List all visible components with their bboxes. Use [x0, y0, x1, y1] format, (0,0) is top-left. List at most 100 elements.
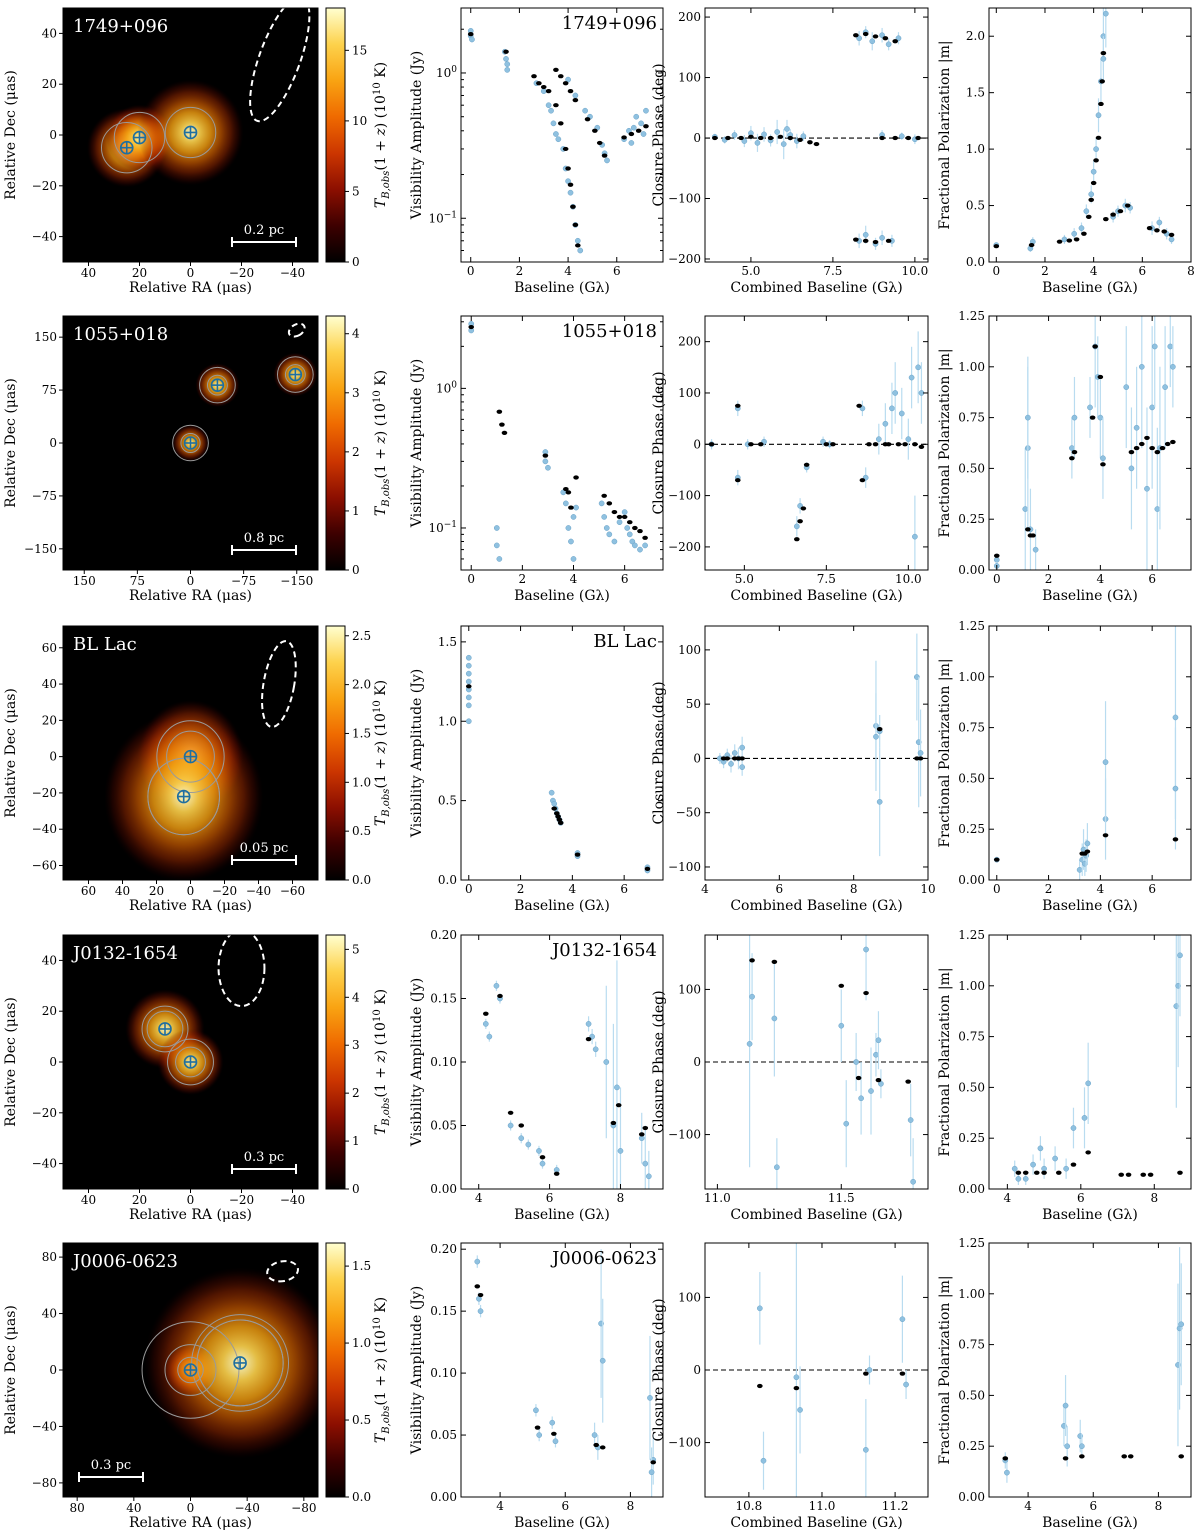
x-tick-label: 40 [126, 1501, 141, 1515]
observed-point [1090, 168, 1097, 175]
observed-point [1071, 414, 1078, 421]
observed-point [1144, 485, 1150, 492]
observed-point [604, 157, 610, 164]
colorbar-tick-label: 0 [352, 1182, 360, 1196]
model-point [993, 553, 1000, 558]
model-point [1030, 533, 1036, 538]
model-point [1125, 1172, 1132, 1177]
model-point [876, 727, 883, 732]
cp-plot-area [705, 331, 928, 570]
observed-point [496, 556, 503, 562]
x-tick-label: 4 [496, 1499, 504, 1513]
model-point [554, 811, 560, 816]
y-axis-label: Relative Dec (μas) [3, 378, 19, 508]
model-point [895, 442, 902, 447]
x-axis-label: Combined Baseline (Gλ) [730, 1207, 902, 1223]
observed-point [486, 1033, 493, 1040]
observed-point [882, 420, 889, 427]
y-tick-label: 20 [42, 1004, 57, 1018]
x-tick-label: 10.0 [895, 572, 922, 586]
observed-point [800, 133, 807, 140]
model-point [1140, 1172, 1147, 1177]
observed-point [838, 1022, 845, 1029]
contour-line [175, 1046, 206, 1078]
model-point [1088, 197, 1095, 203]
observed-point [843, 1120, 850, 1127]
model-point [1161, 229, 1168, 234]
source-name: J0006-0623 [71, 1251, 178, 1272]
observed-point [504, 61, 511, 68]
observed-point [614, 1084, 620, 1091]
model-point [1066, 238, 1073, 243]
model-point [1154, 450, 1161, 455]
colorbar-tick-label: 0 [352, 563, 360, 577]
model-point [563, 486, 569, 492]
model-point [1159, 445, 1166, 451]
observed-point [908, 374, 915, 381]
contour-line [141, 1321, 240, 1419]
y-tick-label: 0 [49, 750, 57, 764]
pol-frame [988, 7, 1192, 263]
observed-point [1093, 146, 1099, 152]
observed-point [1097, 414, 1104, 421]
colorbar-tick-label: 15 [352, 43, 367, 57]
observed-point [1011, 1165, 1018, 1172]
model-point [905, 1079, 911, 1084]
colorbar-label: TB,obs(1 + z) (1010 K) [372, 370, 392, 516]
source-label: 1749+096 [562, 13, 657, 34]
x-tick-label: 60 [81, 884, 96, 898]
pol-plot-area [1002, 1247, 1185, 1483]
model-point [497, 993, 503, 999]
observed-point [545, 102, 552, 109]
observed-point [626, 531, 633, 538]
model-point [879, 135, 885, 141]
model-point [1164, 441, 1171, 447]
model-point [905, 135, 912, 141]
y-axis-label: Fractional Polarization |m| [937, 348, 953, 537]
model-point [1127, 1454, 1134, 1459]
x-tick-label: 11.0 [704, 1191, 731, 1205]
y-axis-label: Relative Dec (μas) [3, 688, 19, 818]
observed-point [539, 1160, 546, 1167]
y-tick-label: 1.00 [958, 1287, 985, 1301]
y-tick-label: 1.00 [958, 670, 985, 684]
observed-point [1172, 785, 1179, 792]
observed-point [507, 1122, 514, 1129]
model-point [1168, 232, 1175, 238]
observed-point [465, 670, 472, 677]
model-point [1146, 226, 1153, 231]
model-point [862, 31, 869, 37]
model-point [1089, 415, 1096, 420]
model-point [856, 403, 862, 408]
observed-point [746, 1041, 753, 1047]
x-axis-label: Baseline (Gλ) [514, 1515, 610, 1531]
observed-point [591, 1432, 598, 1438]
observed-point [879, 234, 885, 241]
model-point [862, 238, 869, 243]
beam-ellipse [249, 8, 311, 123]
model-point [467, 32, 474, 37]
observed-point [1178, 1321, 1185, 1328]
model-point [1102, 833, 1109, 838]
source-label: J0132-1654 [550, 940, 657, 961]
model-point [1002, 1456, 1009, 1461]
y-tick-label: 200 [678, 335, 701, 349]
model-point [567, 89, 574, 94]
model-point [748, 442, 754, 447]
observed-point [493, 542, 500, 549]
model-point [642, 535, 648, 540]
y-tick-label: 1.5 [966, 86, 985, 100]
model-point [1117, 209, 1124, 214]
x-tick-label: −40 [280, 266, 305, 280]
observed-point [601, 514, 608, 520]
observed-point [903, 1381, 909, 1388]
observed-point [551, 800, 558, 807]
x-tick-label: 0 [187, 1193, 195, 1207]
observed-point [858, 1095, 864, 1102]
x-tick-label: 2 [1041, 264, 1049, 278]
colorbar-tick-label: 3 [352, 386, 360, 400]
model-point [551, 806, 558, 811]
observed-point [915, 364, 922, 371]
contour-line [206, 374, 228, 396]
vis-frame [460, 7, 664, 263]
